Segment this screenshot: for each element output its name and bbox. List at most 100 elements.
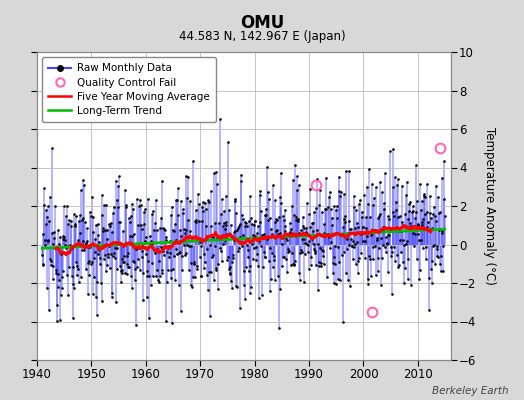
Point	[280, 222, 289, 229]
Point	[373, 234, 381, 241]
Point	[128, 233, 137, 240]
Point	[256, 218, 265, 225]
Point	[275, 325, 283, 331]
Point	[112, 298, 120, 305]
Point	[272, 217, 281, 224]
Point	[372, 272, 380, 279]
Point	[166, 250, 174, 256]
Point	[48, 145, 56, 151]
Point	[154, 277, 162, 283]
Point	[350, 244, 358, 250]
Point	[263, 236, 271, 242]
Point	[281, 228, 289, 234]
Point	[92, 312, 101, 318]
Point	[95, 239, 104, 246]
Point	[366, 256, 374, 262]
Point	[74, 242, 83, 248]
Point	[260, 254, 269, 261]
Point	[55, 277, 63, 284]
Point	[158, 267, 166, 273]
Point	[84, 260, 92, 267]
Point	[119, 259, 128, 265]
Point	[303, 249, 312, 255]
Point	[224, 254, 232, 260]
Point	[187, 260, 195, 266]
Point	[261, 254, 270, 260]
Point	[307, 253, 315, 260]
Point	[231, 198, 239, 204]
Point	[170, 252, 178, 259]
Point	[201, 259, 209, 265]
Point	[382, 234, 390, 240]
Point	[117, 256, 126, 262]
Point	[404, 255, 412, 262]
Point	[317, 260, 325, 266]
Point	[435, 261, 444, 267]
Point	[258, 264, 267, 271]
Point	[119, 258, 127, 265]
Point	[362, 225, 370, 232]
Point	[158, 270, 167, 276]
Point	[101, 227, 110, 233]
Point	[193, 266, 202, 272]
Point	[198, 218, 206, 224]
Point	[282, 237, 291, 243]
Point	[407, 282, 416, 288]
Point	[325, 233, 333, 239]
Point	[316, 187, 324, 193]
Point	[214, 220, 223, 226]
Point	[431, 261, 440, 268]
Point	[81, 218, 90, 225]
Point	[409, 203, 418, 209]
Point	[283, 249, 292, 255]
Point	[257, 243, 265, 249]
Point	[209, 234, 217, 240]
Point	[57, 292, 66, 298]
Point	[296, 230, 304, 236]
Point	[112, 266, 121, 272]
Point	[230, 237, 238, 243]
Point	[350, 204, 358, 210]
Point	[394, 175, 402, 182]
Point	[162, 234, 170, 241]
Point	[48, 276, 57, 282]
Point	[178, 267, 186, 273]
Point	[148, 211, 156, 217]
Point	[400, 242, 409, 248]
Point	[252, 257, 260, 264]
Point	[214, 286, 222, 292]
Point	[185, 267, 193, 273]
Point	[82, 225, 91, 232]
Point	[168, 204, 177, 210]
Point	[102, 202, 111, 208]
Point	[73, 272, 81, 278]
Point	[227, 285, 236, 291]
Point	[358, 214, 366, 220]
Point	[110, 249, 118, 256]
Point	[402, 237, 411, 244]
Point	[340, 248, 348, 255]
Point	[164, 245, 172, 251]
Point	[170, 228, 178, 234]
Point	[220, 220, 228, 226]
Point	[339, 319, 347, 326]
Point	[59, 232, 67, 239]
Point	[437, 268, 445, 274]
Point	[385, 216, 393, 223]
Point	[257, 208, 266, 214]
Point	[413, 256, 421, 262]
Point	[411, 209, 420, 215]
Point	[172, 246, 180, 252]
Point	[89, 229, 97, 235]
Point	[103, 262, 111, 268]
Point	[355, 200, 363, 207]
Point	[334, 187, 343, 194]
Point	[167, 274, 176, 281]
Point	[319, 221, 328, 227]
Point	[221, 193, 230, 199]
Point	[214, 260, 222, 267]
Point	[357, 209, 366, 215]
Point	[67, 218, 75, 224]
Point	[163, 248, 171, 255]
Point	[325, 193, 334, 200]
